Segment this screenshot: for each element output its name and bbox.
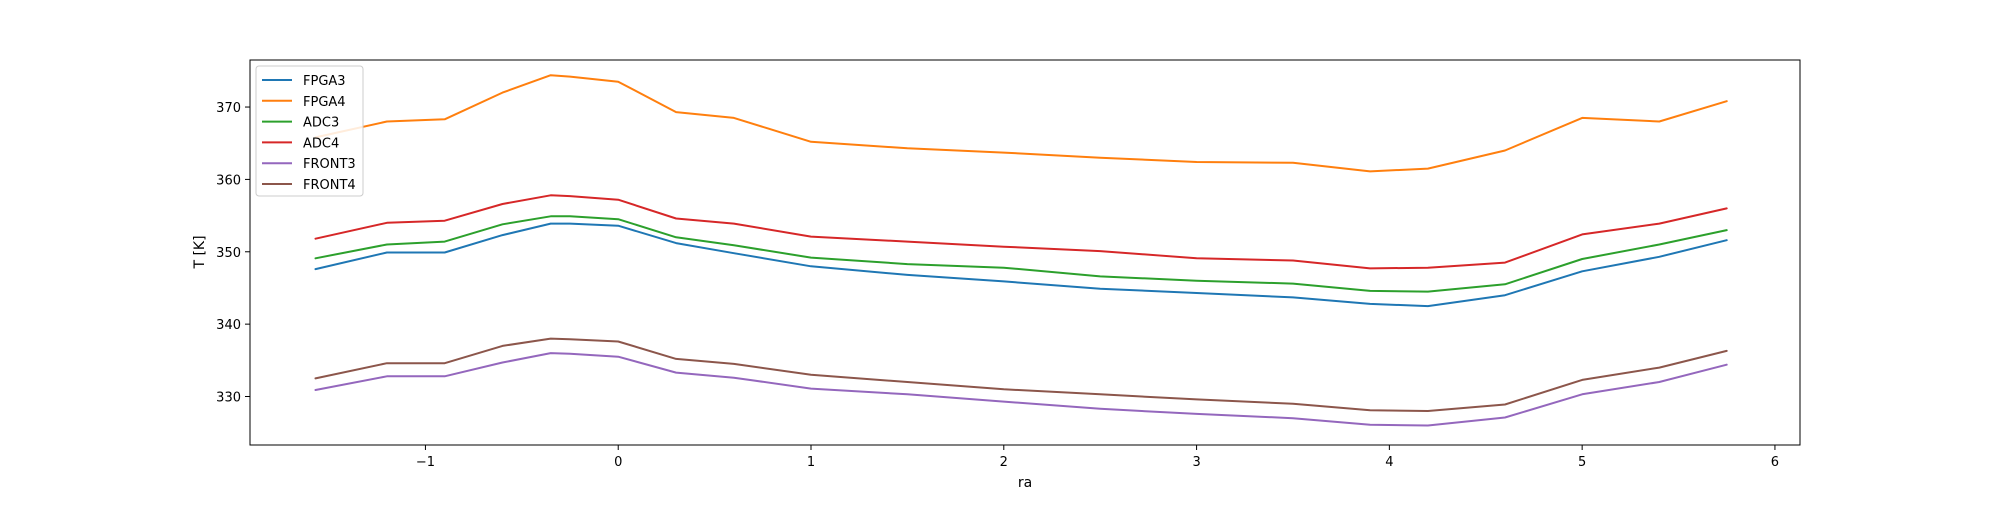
x-tick-label: 5 (1578, 455, 1586, 470)
x-tick-label: 2 (1000, 455, 1008, 470)
legend-label-front4: FRONT4 (303, 178, 356, 193)
x-tick-label: 4 (1385, 455, 1393, 470)
legend: FPGA3 FPGA4 ADC3 ADC4 FRONT3 FRONT4 (255, 65, 364, 197)
x-axis-label: ra (1018, 475, 1032, 491)
x-tick-label: −1 (416, 455, 435, 470)
x-tick-label: 6 (1771, 455, 1779, 470)
legend-label-adc3: ADC3 (303, 116, 339, 131)
legend-label-fpga3: FPGA3 (303, 74, 346, 89)
series-line-adc3 (314, 215, 1728, 293)
series-line-adc4 (314, 194, 1728, 270)
series-line-fpga4 (314, 74, 1728, 173)
x-tick-label: 0 (614, 455, 622, 470)
y-tick-label: 340 (216, 318, 241, 333)
y-tick-label: 360 (216, 173, 241, 188)
y-tick-label: 350 (216, 246, 241, 261)
series-line-front3 (314, 352, 1728, 427)
y-axis-ticks: 330 340 350 360 370 (216, 101, 250, 406)
y-tick-label: 330 (216, 391, 241, 406)
series-line-front4 (314, 337, 1728, 412)
legend-label-adc4: ADC4 (303, 136, 339, 151)
x-axis-ticks: −1 0 1 2 3 4 5 6 (416, 445, 1779, 470)
series-line-fpga3 (314, 222, 1728, 308)
legend-label-front3: FRONT3 (303, 157, 356, 172)
plot-frame (249, 59, 1801, 446)
y-axis-label: T [K] (192, 235, 208, 269)
legend-label-fpga4: FPGA4 (303, 95, 346, 110)
x-tick-label: 1 (807, 455, 815, 470)
y-tick-label: 370 (216, 101, 241, 116)
plot-lines-group (314, 74, 1728, 427)
x-tick-label: 3 (1192, 455, 1200, 470)
